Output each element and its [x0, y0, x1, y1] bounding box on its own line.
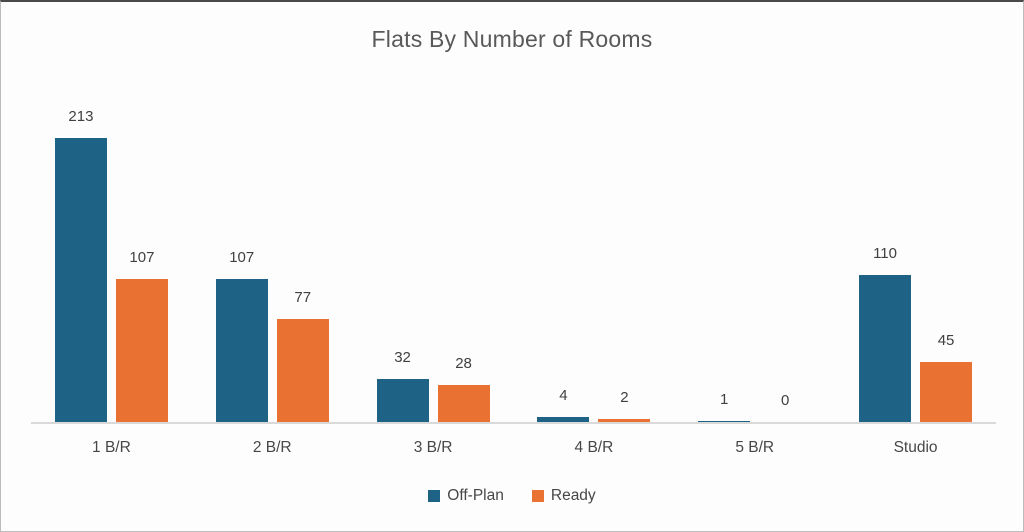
legend-label-off-plan: Off-Plan — [447, 487, 504, 504]
bar-group-2-b-r: 107 77 — [192, 87, 353, 422]
x-axis-label-5-b-r: 5 B/R — [735, 439, 775, 456]
bar-slot-ready-3-b-r: 28 — [437, 354, 490, 422]
bar-slot-ready-1-b-r: 107 — [115, 248, 168, 422]
legend-label-ready: Ready — [550, 487, 596, 504]
data-label-off-plan-2-b-r: 107 — [229, 249, 255, 267]
bar-slot-ready-5-b-r: 0 — [759, 391, 811, 422]
data-label-off-plan-5-b-r: 1 — [720, 390, 729, 408]
bar-ready-3-b-r — [437, 384, 490, 422]
bar-slot-off-plan-4-b-r: 4 — [537, 386, 590, 422]
legend: Off-Plan Ready — [1, 487, 1023, 505]
legend-item-off-plan: Off-Plan — [428, 487, 504, 505]
bar-slot-off-plan-5-b-r: 1 — [698, 390, 751, 422]
bar-group-3-b-r: 32 28 — [353, 87, 514, 422]
data-label-ready-studio: 45 — [937, 332, 955, 349]
data-label-ready-1-b-r: 107 — [129, 249, 155, 267]
bar-off-plan-5-b-r — [698, 420, 751, 422]
legend-swatch-ready-icon — [531, 490, 544, 502]
bar-slot-off-plan-1-b-r: 213 — [54, 107, 107, 422]
bar-slot-ready-studio: 45 — [920, 331, 973, 422]
bar-ready-studio — [920, 362, 973, 422]
data-label-ready-2-b-r: 77 — [294, 289, 312, 307]
legend-item-ready: Ready — [531, 487, 596, 505]
bar-group-1-b-r: 213 107 — [31, 87, 192, 422]
bar-ready-4-b-r — [598, 419, 651, 422]
bar-ready-1-b-r — [115, 279, 168, 422]
x-axis-labels: 1 B/R 2 B/R 3 B/R 4 B/R 5 B/R Studio — [31, 439, 996, 457]
bar-slot-ready-2-b-r: 77 — [276, 288, 329, 422]
x-axis-label-4-b-r: 4 B/R — [574, 439, 614, 456]
data-label-off-plan-3-b-r: 32 — [394, 349, 411, 367]
bar-off-plan-3-b-r — [376, 379, 429, 422]
data-label-ready-3-b-r: 28 — [455, 354, 472, 372]
bar-slot-off-plan-studio: 110 — [859, 244, 912, 422]
x-axis-label-3-b-r: 3 B/R — [413, 439, 453, 456]
bar-off-plan-1-b-r — [54, 138, 107, 422]
chart-title: Flats By Number of Rooms — [371, 26, 653, 52]
bar-group-studio: 110 45 — [835, 87, 996, 422]
data-label-off-plan-4-b-r: 4 — [559, 386, 568, 404]
data-label-off-plan-1-b-r: 213 — [68, 108, 94, 125]
plot-area: 213 107 107 77 32 28 4 2 1 0 110 45 — [31, 87, 996, 424]
bar-off-plan-studio — [859, 275, 912, 422]
bar-ready-2-b-r — [276, 319, 329, 422]
bar-slot-off-plan-3-b-r: 32 — [376, 348, 429, 422]
data-label-ready-4-b-r: 2 — [620, 389, 629, 407]
bar-off-plan-4-b-r — [537, 416, 590, 422]
bar-slot-ready-4-b-r: 2 — [598, 388, 651, 422]
bar-off-plan-2-b-r — [215, 279, 268, 422]
data-label-off-plan-studio: 110 — [873, 245, 897, 263]
x-axis-label-2-b-r: 2 B/R — [252, 439, 292, 456]
data-label-ready-5-b-r: 0 — [781, 392, 790, 409]
x-axis-label-studio: Studio — [893, 439, 938, 456]
x-axis-label-1-b-r: 1 B/R — [92, 439, 131, 456]
bar-slot-off-plan-2-b-r: 107 — [215, 248, 268, 422]
legend-swatch-off-plan-icon — [428, 490, 441, 502]
